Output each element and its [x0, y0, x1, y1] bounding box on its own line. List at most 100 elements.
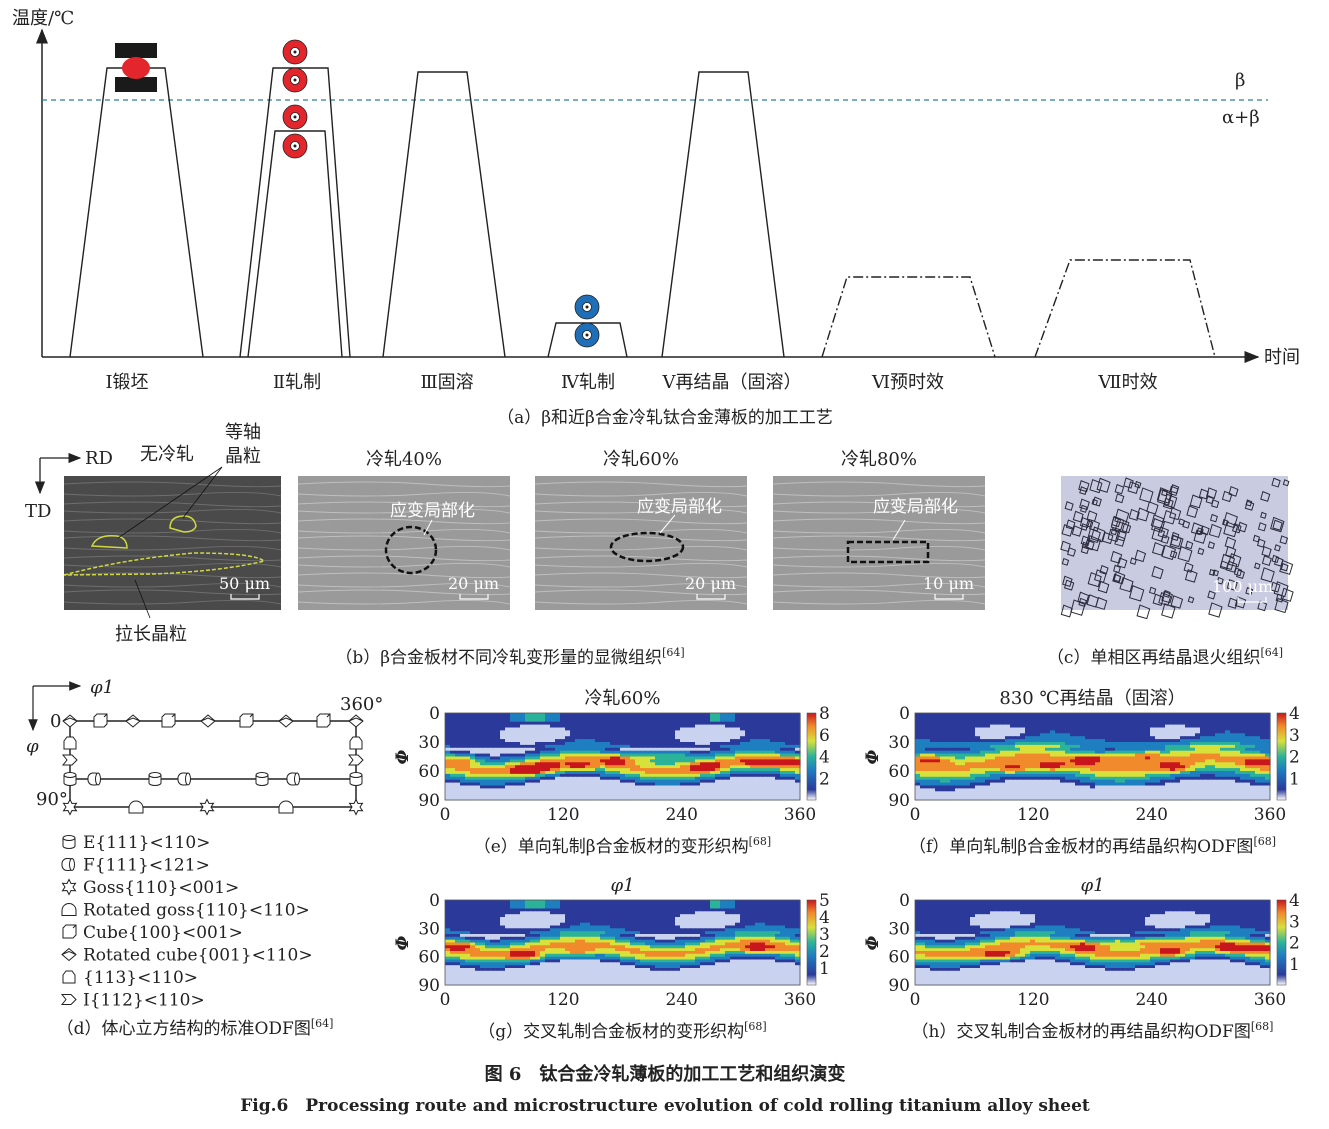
- odf-cell: [1235, 785, 1241, 789]
- odf-cell: [1170, 739, 1176, 743]
- odf-cell: [515, 900, 521, 904]
- odf-cell: [445, 765, 451, 769]
- odf-cell: [1120, 759, 1126, 763]
- odf-cell: [1090, 788, 1096, 792]
- odf-cell: [620, 785, 626, 789]
- odf-cell: [555, 791, 561, 795]
- odf-cell: [740, 765, 746, 769]
- odf-cell: [950, 771, 956, 775]
- odf-cell: [605, 922, 611, 927]
- odf-cell: [730, 794, 736, 798]
- legend-label: Goss{110}<001>: [83, 878, 239, 898]
- odf-cell: [465, 782, 471, 787]
- odf-cell: [940, 739, 946, 743]
- odf-cell: [570, 724, 576, 729]
- odf-cell: [560, 724, 566, 729]
- odf-cell: [640, 785, 646, 789]
- odf-cell: [1265, 782, 1271, 787]
- odf-cell: [1180, 768, 1186, 772]
- odf-cell: [1185, 771, 1191, 775]
- odf-cell: [675, 773, 681, 778]
- odf-cell: [460, 736, 466, 740]
- odf-cell: [1090, 794, 1096, 798]
- odf-cell: [610, 788, 616, 792]
- odf-cell: [1170, 788, 1176, 792]
- odf-cell: [935, 785, 941, 789]
- odf-cell: [535, 747, 541, 752]
- odf-cell: [685, 742, 691, 746]
- odf-cell: [720, 756, 726, 760]
- odf-cell: [500, 794, 506, 798]
- odf-cell: [985, 779, 991, 784]
- odf-cell: [915, 791, 921, 795]
- odf-cell: [645, 771, 651, 775]
- odf-cell: [670, 902, 676, 907]
- odf-cell: [600, 919, 606, 924]
- odf-cell: [1060, 750, 1066, 755]
- odf-cell: [730, 747, 736, 752]
- odf-cell: [510, 771, 516, 775]
- odf-cell: [995, 747, 1001, 752]
- odf-cell: [1100, 727, 1106, 731]
- odf-cell: [750, 733, 756, 737]
- odf-cell: [1025, 768, 1031, 772]
- odf-cell: [1145, 762, 1151, 766]
- odf-cell: [1095, 742, 1101, 746]
- odf-cell: [1055, 713, 1061, 717]
- odf-cell: [980, 762, 986, 766]
- odf-cell: [520, 911, 526, 915]
- odf-cell: [1250, 730, 1256, 734]
- odf-cell: [465, 724, 471, 729]
- odf-cell: [635, 788, 641, 792]
- odf-cell: [485, 771, 491, 775]
- odf-cell: [480, 750, 486, 755]
- odf-cell: [480, 922, 486, 927]
- odf-cell: [1165, 791, 1171, 795]
- odf-cell: [1130, 765, 1136, 769]
- odf-cell: [1185, 794, 1191, 798]
- odf-cell: [1230, 742, 1236, 746]
- odf-cell: [1125, 782, 1131, 787]
- odf-cell: [705, 919, 711, 924]
- odf-cell: [490, 759, 496, 763]
- odf-cell: [1210, 744, 1216, 749]
- odf-cell: [555, 713, 561, 717]
- odf-cell: [1095, 779, 1101, 784]
- odf-cell: [680, 744, 686, 749]
- odf-cell: [1265, 776, 1271, 781]
- odf-cell: [1185, 773, 1191, 778]
- colorbar-tick-label: 8: [819, 704, 830, 724]
- odf-cell: [775, 771, 781, 775]
- odf-cell: [570, 762, 576, 766]
- odf-cell: [515, 733, 521, 737]
- odf-cell: [930, 744, 936, 749]
- odf-cell: [545, 779, 551, 784]
- odf-cell: [590, 753, 596, 758]
- odf-cell: [590, 730, 596, 734]
- odf-cell: [610, 791, 616, 795]
- odf-cell: [725, 794, 731, 798]
- odf-cell: [470, 794, 476, 798]
- odf-cell: [495, 776, 501, 781]
- odf-cell: [1160, 776, 1166, 781]
- odf-cell: [580, 718, 586, 723]
- odf-cell: [740, 747, 746, 752]
- odf-cell: [925, 785, 931, 789]
- odf-cell: [920, 753, 926, 758]
- odf-cell: [1060, 794, 1066, 798]
- odf-cell: [1210, 742, 1216, 746]
- odf-cell: [1030, 771, 1036, 775]
- odf-cell: [1185, 744, 1191, 749]
- odf-cell: [1225, 768, 1231, 772]
- odf-cell: [975, 742, 981, 746]
- odf-cell: [465, 768, 471, 772]
- odf-cell: [1245, 779, 1251, 784]
- odf-cell: [560, 779, 566, 784]
- odf-cell: [655, 742, 661, 746]
- odf-cell: [1220, 771, 1226, 775]
- odf-cell: [695, 791, 701, 795]
- odf-cell: [1045, 733, 1051, 737]
- odf-cell: [750, 902, 756, 907]
- odf-cell: [520, 908, 526, 912]
- odf-cell: [575, 727, 581, 731]
